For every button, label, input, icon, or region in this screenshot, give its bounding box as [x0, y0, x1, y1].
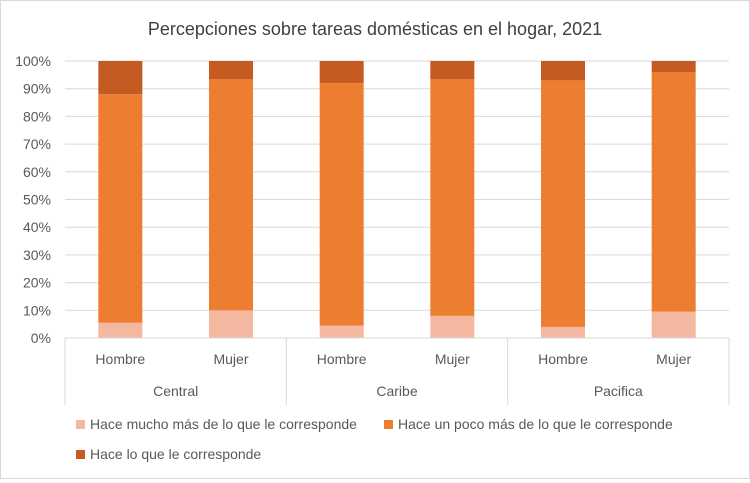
x-group-label: Caribe — [376, 383, 417, 399]
legend-label: Hace un poco más de lo que le correspond… — [398, 416, 673, 432]
bar-segment — [319, 325, 364, 338]
y-tick-label: 50% — [23, 192, 51, 208]
y-axis: 0% 10% 20% 30% 40% 50% 60% 70% 80% 90% 100% — [15, 53, 51, 346]
gridlines — [65, 60, 729, 339]
y-tick-label: 40% — [23, 219, 51, 235]
bar-segment — [209, 310, 253, 338]
legend-item: Hace un poco más de lo que le correspond… — [384, 416, 673, 432]
x-group-label: Pacifica — [594, 383, 643, 399]
bar-segment — [98, 322, 143, 338]
legend-swatch — [76, 420, 85, 429]
y-tick-label: 0% — [31, 330, 51, 346]
x-category-label: Hombre — [317, 351, 367, 367]
y-tick-label: 60% — [23, 164, 51, 180]
bar-segment — [651, 61, 696, 73]
legend-item: Hace mucho más de lo que le corresponde — [76, 416, 357, 432]
y-tick-label: 10% — [23, 302, 51, 318]
legend-swatch — [384, 420, 393, 429]
bar-segment — [319, 61, 364, 84]
x-category-label: Mujer — [656, 351, 691, 367]
legend-swatch — [76, 450, 85, 459]
bar-segment — [209, 61, 253, 80]
bar-segment — [651, 72, 696, 312]
x-category-label: Mujer — [435, 351, 470, 367]
bar-segment — [209, 79, 253, 311]
y-tick-label: 80% — [23, 108, 51, 124]
bar-segment — [98, 94, 143, 323]
x-category-label: Hombre — [538, 351, 588, 367]
bar-segment — [430, 315, 475, 338]
bar-segment — [541, 61, 585, 81]
y-tick-label: 100% — [15, 53, 51, 69]
x-category-label: Hombre — [95, 351, 145, 367]
bar-segment — [319, 83, 364, 326]
bar-segment — [541, 80, 585, 327]
y-tick-label: 70% — [23, 136, 51, 152]
chart-title: Percepciones sobre tareas domésticas en … — [148, 19, 602, 39]
bar-segment — [651, 311, 696, 338]
bar-segment — [541, 326, 585, 338]
bars — [98, 61, 696, 338]
legend-label: Hace mucho más de lo que le corresponde — [90, 416, 357, 432]
legend: Hace mucho más de lo que le corresponde H… — [76, 416, 673, 462]
x-axis: Hombre Mujer Hombre Mujer Hombre Mujer Central… — [64, 337, 730, 405]
bar-segment — [98, 61, 143, 95]
legend-label: Hace lo que le corresponde — [90, 446, 261, 462]
legend-item: Hace lo que le corresponde — [76, 446, 261, 462]
y-tick-label: 20% — [23, 275, 51, 291]
x-category-label: Mujer — [213, 351, 248, 367]
bar-segment — [430, 79, 475, 316]
x-group-label: Central — [153, 383, 198, 399]
y-tick-label: 30% — [23, 247, 51, 263]
y-tick-label: 90% — [23, 81, 51, 97]
bar-segment — [430, 61, 475, 80]
